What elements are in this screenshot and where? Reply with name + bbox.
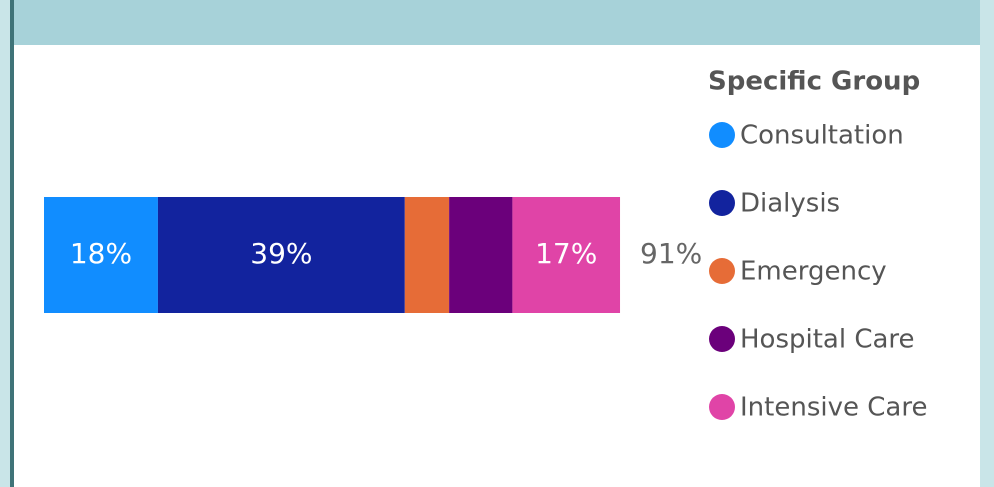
total-label: 91%: [640, 237, 702, 270]
bar-segment: [404, 197, 450, 313]
legend-label: Consultation: [740, 121, 904, 151]
data-label: 17%: [535, 237, 597, 270]
bar-segment: [512, 197, 621, 313]
legend-marker: [709, 326, 735, 352]
legend-marker: [709, 122, 735, 148]
bar-segment: [449, 197, 513, 313]
legend-label: Dialysis: [740, 189, 840, 219]
legend-marker: [709, 394, 735, 420]
legend-marker: [709, 258, 735, 284]
data-label: 39%: [250, 237, 312, 270]
panel-border: [10, 0, 14, 487]
legend-label: Intensive Care: [740, 393, 927, 423]
legend-label: Emergency: [740, 257, 887, 287]
data-label: 18%: [70, 237, 132, 270]
header-band: [14, 0, 980, 45]
legend-label: Hospital Care: [740, 325, 915, 355]
legend-marker: [709, 190, 735, 216]
legend-title: Specific Group: [708, 67, 920, 97]
bar-segment: [44, 197, 158, 313]
bar-segment: [157, 197, 405, 313]
